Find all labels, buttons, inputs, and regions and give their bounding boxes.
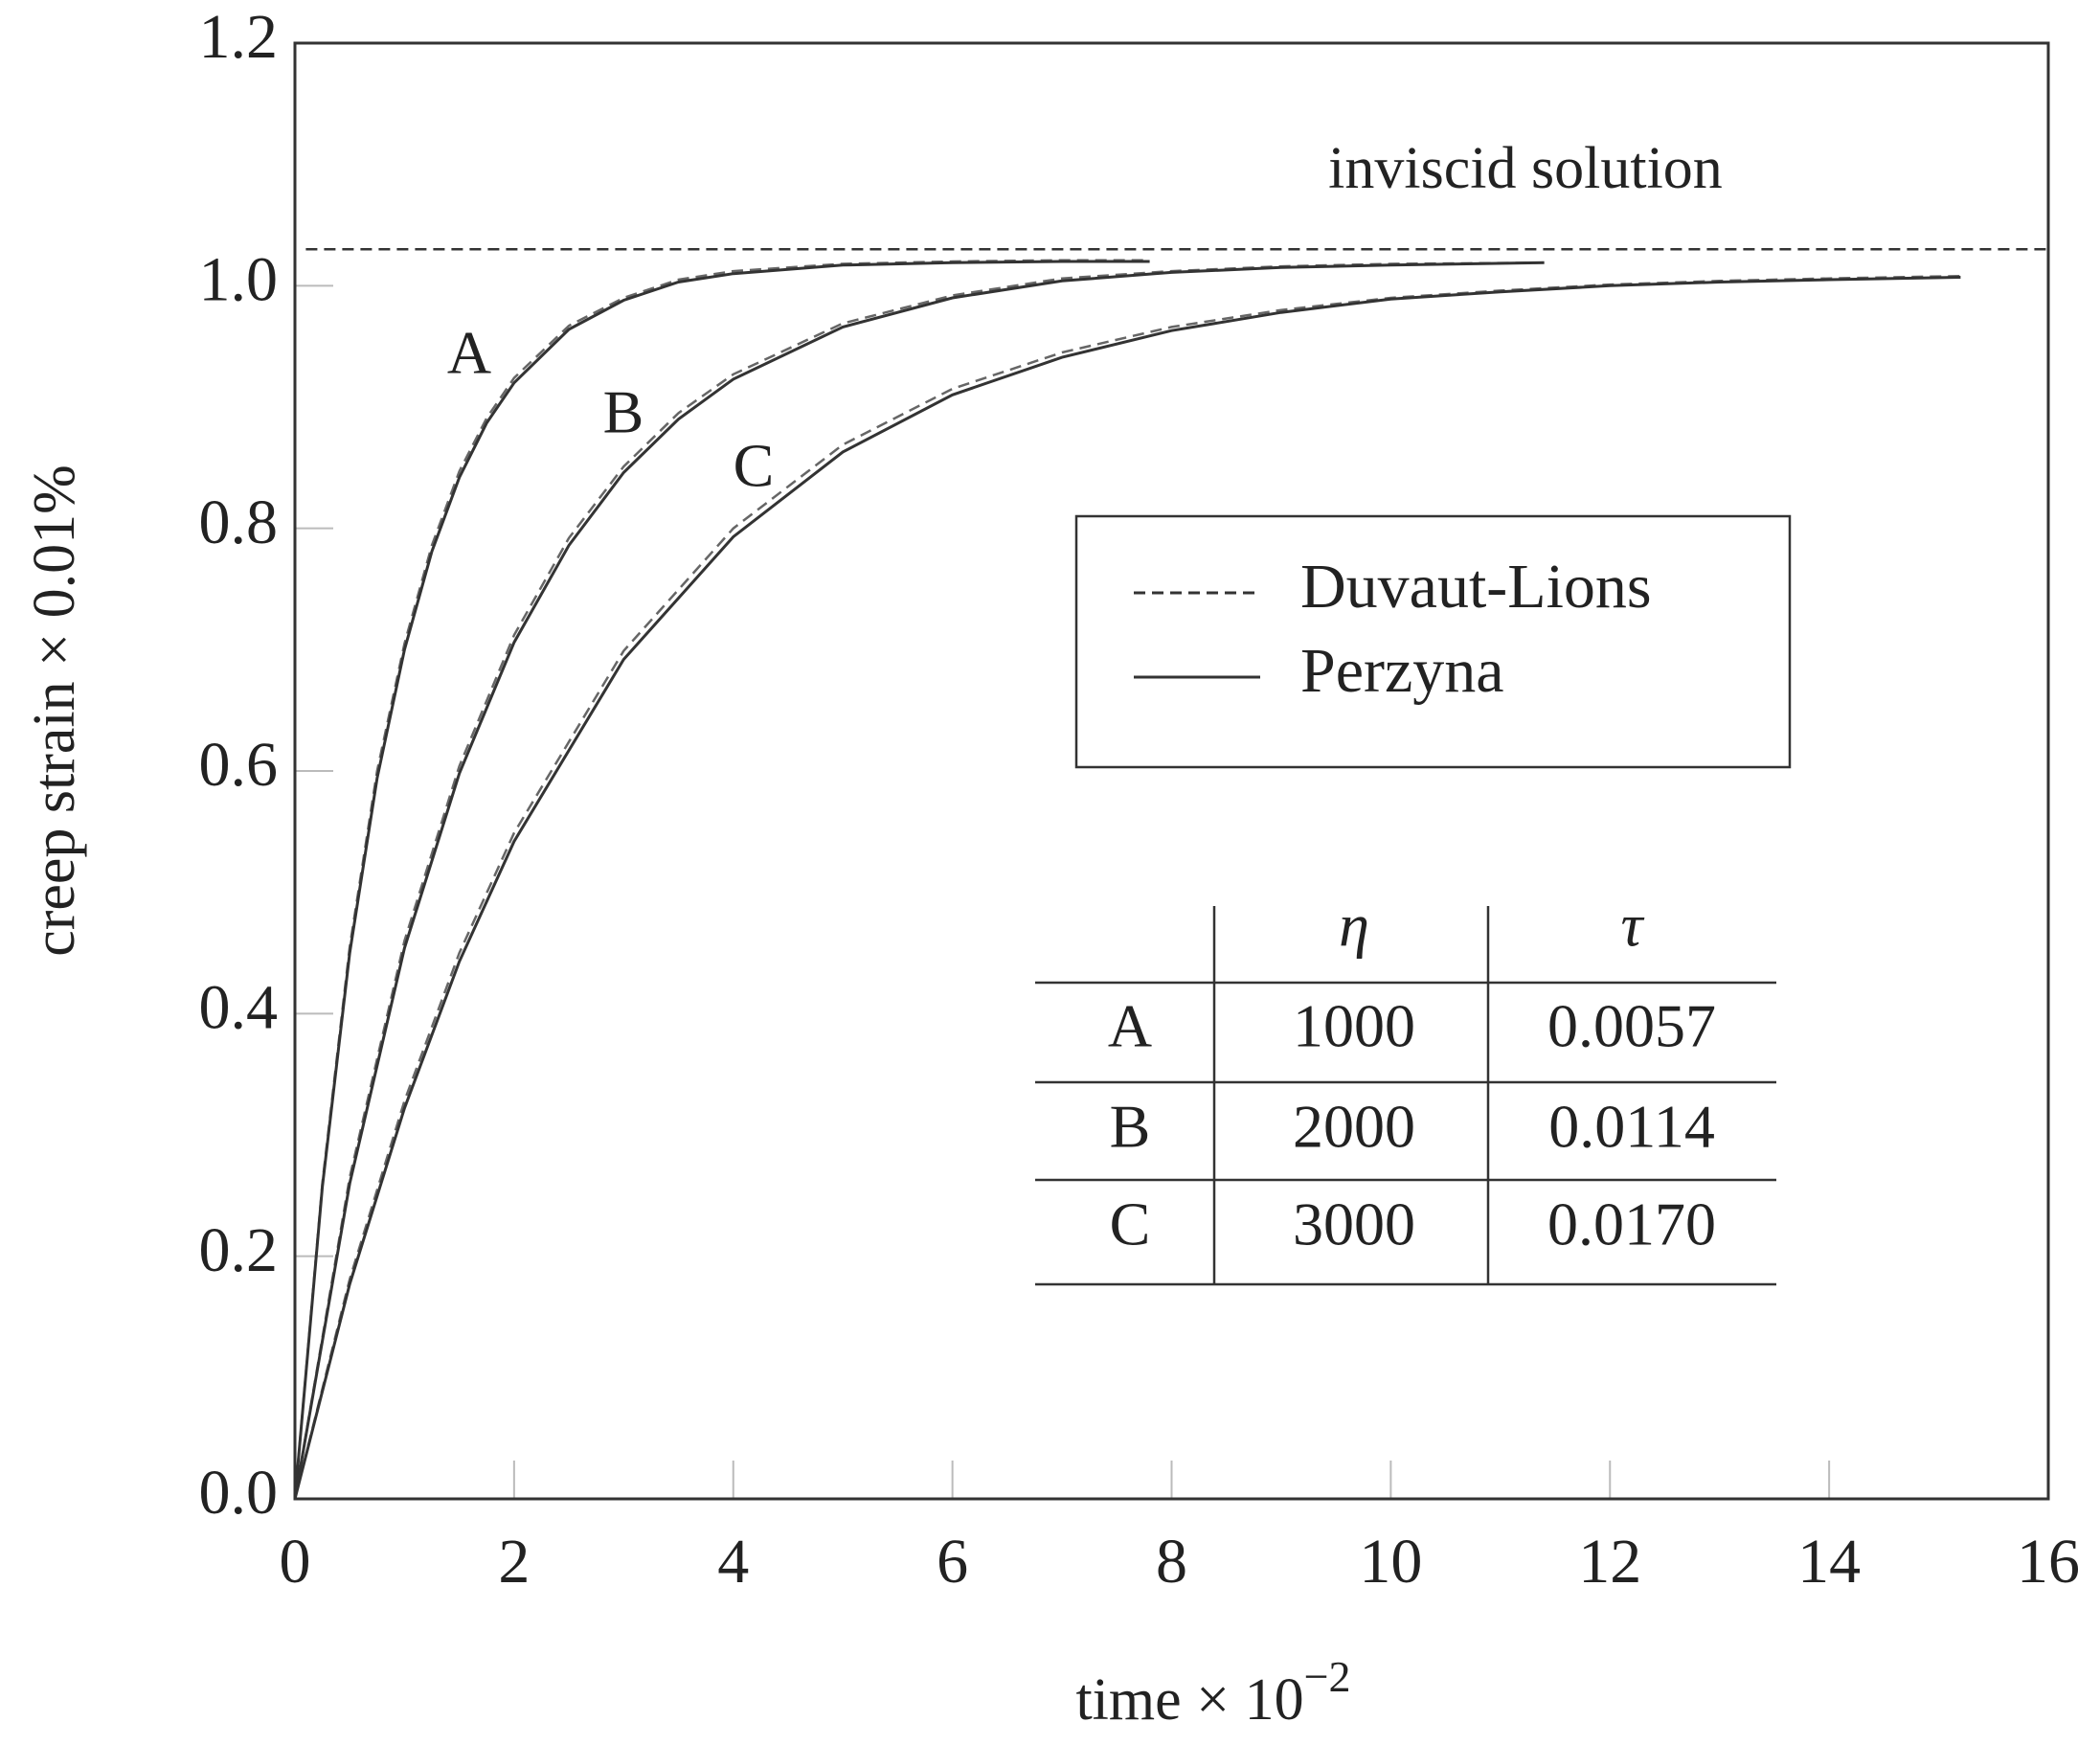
y-axis-label: creep strain × 0.01% — [22, 465, 87, 957]
y-tick-label: 0.4 — [199, 972, 279, 1042]
table-cell: 0.0114 — [1548, 1093, 1715, 1161]
x-axis-label-base: time × 10 — [1075, 1667, 1303, 1733]
y-tick-label: 0.8 — [199, 487, 279, 557]
table-header: τ — [1621, 892, 1645, 960]
table-cell: A — [1108, 992, 1152, 1060]
x-tick-label: 4 — [717, 1527, 749, 1597]
table-cell: B — [1110, 1093, 1151, 1161]
table-cell: 3000 — [1293, 1190, 1415, 1258]
table-header: η — [1339, 892, 1369, 960]
legend-label: Perzyna — [1300, 636, 1504, 706]
x-tick-label: 2 — [498, 1527, 530, 1597]
table-cell: C — [1110, 1190, 1151, 1258]
plot-frame — [293, 41, 2050, 1501]
curve-label: A — [447, 319, 491, 387]
curve-label: C — [734, 432, 775, 500]
x-tick-label: 10 — [1359, 1527, 1422, 1597]
curve-label: B — [603, 378, 644, 446]
curve — [293, 260, 1150, 1500]
table-cell: 1000 — [1293, 992, 1415, 1060]
x-tick-label: 16 — [2017, 1527, 2080, 1597]
curve — [293, 276, 1961, 1500]
y-tick-label: 0.6 — [199, 730, 279, 800]
table-cell: 0.0057 — [1547, 992, 1716, 1060]
x-axis-label: time × 10−2 — [1075, 1652, 1350, 1734]
x-tick-label: 12 — [1578, 1527, 1641, 1597]
x-tick-label: 14 — [1797, 1527, 1861, 1597]
reference-label: inviscid solution — [1328, 136, 1723, 201]
y-tick-label: 0.0 — [199, 1458, 279, 1528]
x-tick-label: 6 — [937, 1527, 968, 1597]
x-tick-label: 8 — [1156, 1527, 1187, 1597]
y-tick-label: 1.0 — [199, 244, 279, 314]
legend-label: Duvaut-Lions — [1300, 552, 1652, 622]
x-tick-label: 0 — [280, 1527, 311, 1597]
curve — [293, 261, 1545, 1500]
x-axis-label-exponent: −2 — [1304, 1652, 1351, 1701]
y-tick-label: 1.2 — [199, 2, 279, 72]
table-cell: 2000 — [1293, 1093, 1415, 1161]
table-cell: 0.0170 — [1547, 1190, 1716, 1258]
legend-box — [1074, 514, 1792, 769]
y-tick-label: 0.2 — [199, 1215, 279, 1285]
